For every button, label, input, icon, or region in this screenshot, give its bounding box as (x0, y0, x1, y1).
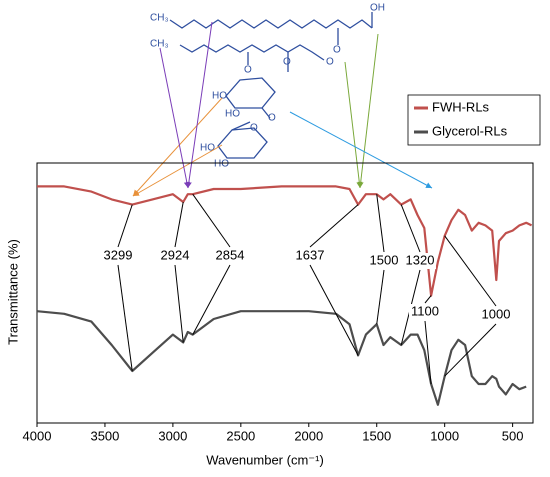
x-tick-label: 2000 (294, 428, 323, 443)
structure-label: O (333, 45, 341, 56)
annotation-bg (214, 248, 246, 264)
series-line (36, 310, 527, 406)
annotation-line (444, 235, 497, 307)
annotation-label: 3299 (104, 247, 133, 262)
x-tick-label: 2500 (226, 428, 255, 443)
annotation-bg (480, 307, 512, 323)
annotation-line (376, 269, 385, 325)
annotation-bg (159, 248, 191, 264)
annotation-line (400, 204, 421, 253)
annotation-line (309, 264, 359, 356)
annotation-line (117, 204, 133, 248)
pointer-arrows (132, 21, 433, 197)
structure (169, 12, 373, 159)
annotation-line (424, 320, 432, 385)
annotation-line (174, 201, 184, 248)
structure-label: HO (212, 91, 227, 102)
annotation-line (174, 264, 184, 343)
annotation-label: 2924 (161, 247, 190, 262)
structure-label: O (283, 57, 291, 68)
series-line (37, 185, 533, 297)
x-tick-label: 1000 (430, 428, 459, 443)
structure-label: HO (214, 159, 229, 170)
structure-label: CH₃ (150, 13, 169, 24)
structure-label: OH (370, 3, 385, 14)
annotation-line (444, 323, 497, 377)
annotation-bg (368, 253, 400, 269)
structure-label: O (250, 123, 258, 134)
structure-label: CH₃ (150, 39, 169, 50)
structure-label: HO (225, 109, 240, 120)
annotation-label: 1637 (296, 247, 325, 262)
x-tick-label: 3000 (158, 428, 187, 443)
annotation-label: 1100 (411, 303, 439, 318)
annotation-label: 1000 (482, 306, 511, 321)
structure-label: O (244, 65, 252, 76)
annotation-bg (409, 304, 441, 320)
annotation-line (192, 193, 231, 248)
x-axis-label: Wavenumber (cm⁻¹) (206, 452, 324, 467)
plot-frame (36, 162, 534, 424)
annotation-line (117, 264, 133, 372)
annotation-label: 2854 (216, 247, 245, 262)
annotation-line (376, 194, 385, 253)
annotation-bg (102, 248, 134, 264)
y-axis-label: Transmittance (%) (5, 239, 20, 345)
annotation-bg (404, 253, 436, 269)
annotation-line (192, 264, 231, 335)
annotation-label: 1500 (370, 252, 399, 267)
legend-label: Glycerol-RLs (432, 123, 508, 138)
annotation-label: 1320 (406, 252, 435, 267)
x-tick-label: 500 (502, 428, 524, 443)
structure-label: HO (200, 143, 215, 154)
annotation-bg (294, 248, 326, 264)
structure-label: O (326, 57, 334, 68)
x-tick-label: 1500 (362, 428, 391, 443)
legend-label: FWH-RLs (432, 99, 490, 114)
annotation-line (309, 204, 359, 248)
annotation-line (424, 295, 432, 304)
structure-label: O (268, 113, 276, 124)
legend-box (407, 94, 541, 146)
x-tick-label: 4000 (23, 428, 52, 443)
x-tick-label: 3500 (90, 428, 119, 443)
